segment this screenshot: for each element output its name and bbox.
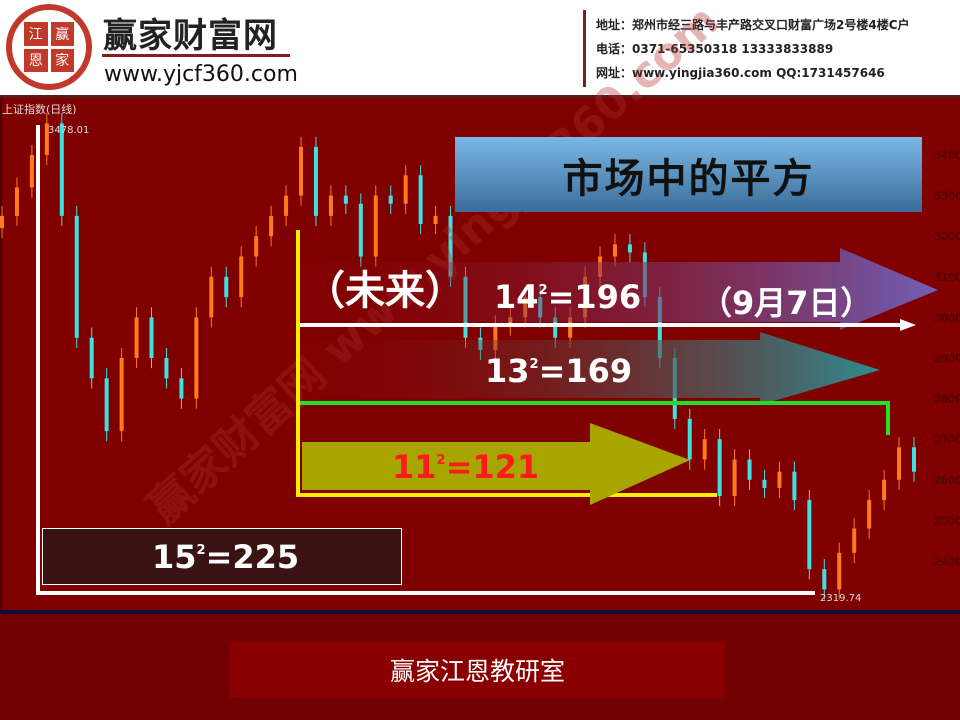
candle <box>179 378 184 399</box>
candle <box>852 528 857 553</box>
candle <box>284 195 289 216</box>
candle <box>373 195 378 257</box>
candle <box>343 195 348 204</box>
candle <box>822 569 827 590</box>
square-13-label: 132=169 <box>485 352 633 390</box>
y-tick-label: 3100 <box>934 271 960 284</box>
candle <box>627 244 632 253</box>
high-annotation: 3478.01 <box>48 125 89 136</box>
address: 地址：郑州市经三路与丰产路交叉口财富广场2号楼4楼C户 <box>596 18 910 32</box>
y-tick-label: 3300 <box>934 190 960 203</box>
y-tick-label: 3200 <box>934 230 960 243</box>
candle <box>762 479 767 488</box>
y-tick-label: 2800 <box>934 393 960 406</box>
website[interactable]: 网址：www.yingjia360.com QQ:1731457646 <box>596 66 885 80</box>
candle <box>747 459 752 480</box>
candle <box>403 175 408 204</box>
range-169-line <box>298 401 890 435</box>
arrow-13 <box>300 332 880 405</box>
y-tick-label: 2400 <box>934 555 960 568</box>
divider <box>102 54 290 57</box>
candle <box>313 146 318 216</box>
candle <box>837 552 842 590</box>
candle <box>792 471 797 501</box>
y-tick-label: 3400 <box>934 149 960 162</box>
seal-char: 恩 <box>24 48 48 72</box>
brand-name: 赢家财富网 <box>103 16 278 56</box>
candle <box>388 195 393 204</box>
candle <box>717 439 722 497</box>
range-121-bracket <box>296 230 717 497</box>
candle <box>134 317 139 358</box>
candle <box>164 358 169 379</box>
arrow-14 <box>300 248 938 330</box>
footer-label: 赢家江恩教研室 <box>230 642 725 698</box>
candle <box>29 155 34 188</box>
candle <box>867 500 872 529</box>
square-14-label: 142=196 <box>494 278 642 316</box>
chart-title: 上证指数(日线) <box>2 102 77 116</box>
candle <box>254 236 259 257</box>
y-tick-label: 3000 <box>934 311 960 324</box>
slide-title: 市场中的平方 <box>455 137 922 212</box>
square-11-label: 112=121 <box>392 448 540 486</box>
candle <box>897 447 902 480</box>
candle <box>59 123 64 216</box>
date-label: （9月7日） <box>700 284 873 322</box>
y-tick-label: 2500 <box>934 514 960 527</box>
candle <box>882 479 887 501</box>
candle <box>553 317 558 338</box>
candle <box>358 203 363 257</box>
candle <box>418 175 423 225</box>
candle <box>328 195 333 216</box>
phone: 电话：0371-65350318 13333833889 <box>596 42 834 56</box>
candle <box>149 317 154 358</box>
candle <box>493 325 498 350</box>
low-annotation: 2319.74 <box>820 593 861 604</box>
square-15-box <box>42 528 402 585</box>
seal-char: 家 <box>50 48 74 72</box>
future-label: （未来） <box>305 268 465 314</box>
candle <box>912 447 916 472</box>
arrow-11 <box>302 423 690 505</box>
candle <box>299 146 304 196</box>
range-225-bracket <box>36 125 815 595</box>
y-tick-label: 2900 <box>934 352 960 365</box>
candle <box>433 215 438 225</box>
candle <box>44 123 49 155</box>
candle <box>448 215 453 277</box>
candle <box>687 418 692 460</box>
candle <box>104 378 109 432</box>
candle <box>209 276 214 318</box>
candle <box>119 358 124 432</box>
candle <box>0 215 4 229</box>
candle <box>568 317 573 338</box>
candle <box>194 317 199 399</box>
candle <box>269 215 274 237</box>
candle <box>89 337 94 379</box>
candle <box>239 256 244 298</box>
header: 江 赢 恩 家 赢家财富网 www.yjcf360.com 地址：郑州市经三路与… <box>0 0 960 98</box>
square-15-label: 152=225 <box>152 538 300 576</box>
white-arrowhead <box>900 319 916 331</box>
candle <box>777 471 782 488</box>
candle <box>807 500 812 570</box>
footer: 赢家江恩教研室 <box>0 610 960 720</box>
divider <box>583 10 586 87</box>
candle <box>74 215 79 338</box>
candle <box>224 276 229 298</box>
brand-url[interactable]: www.yjcf360.com <box>104 62 298 87</box>
candle <box>14 187 19 216</box>
logo-seal: 江 赢 恩 家 <box>6 4 92 90</box>
seal-char: 赢 <box>50 22 74 46</box>
y-tick-label: 2700 <box>934 433 960 446</box>
candle <box>732 459 737 497</box>
candle <box>702 439 707 460</box>
candle <box>657 297 662 358</box>
seal-char: 江 <box>24 22 48 46</box>
candle <box>612 244 617 257</box>
y-tick-label: 2600 <box>934 474 960 487</box>
candlestick-chart: 上证指数(日线) 3400 3300 3200 3100 3000 2900 2800 270… <box>0 0 960 604</box>
